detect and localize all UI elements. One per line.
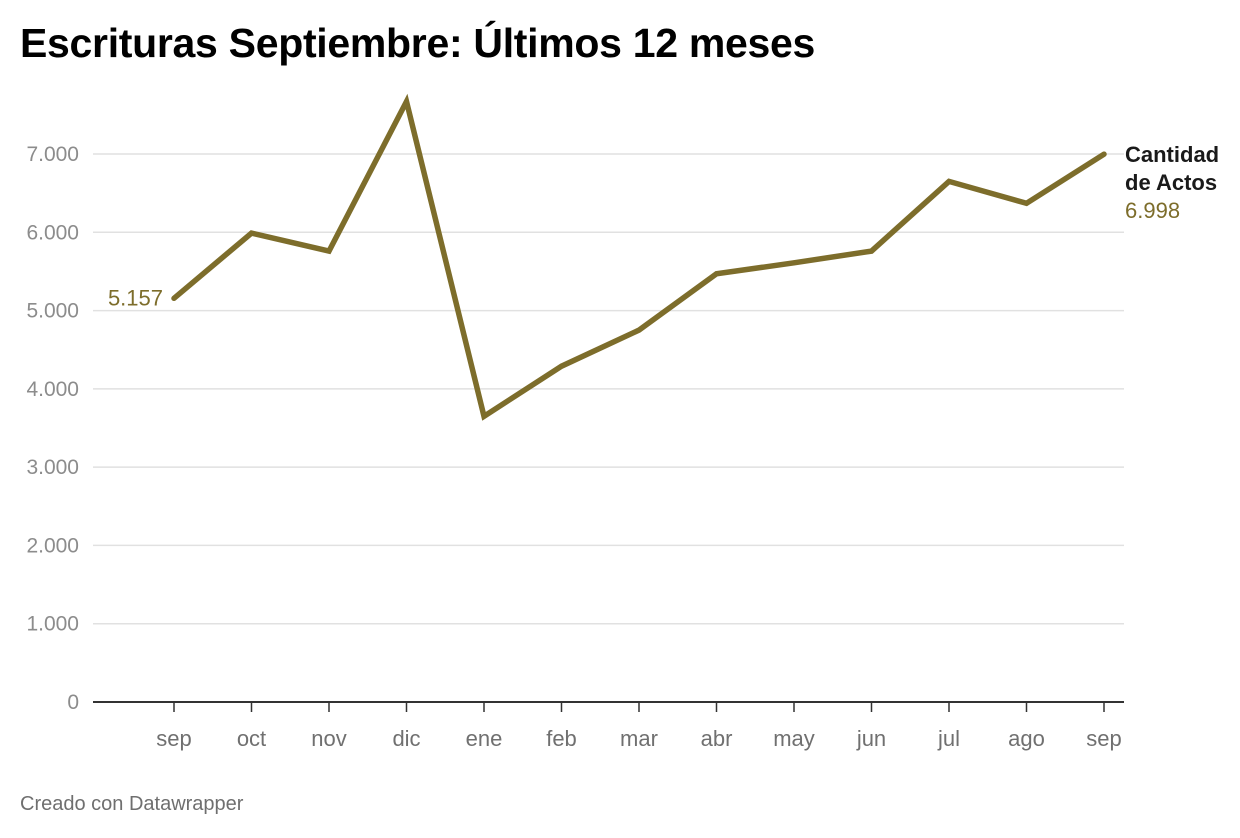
- data-point: [714, 271, 719, 277]
- y-tick-label: 4.000: [26, 378, 79, 401]
- x-tick-label: may: [773, 726, 815, 751]
- x-tick-label: dic: [392, 726, 420, 751]
- x-tick-label: abr: [701, 726, 733, 751]
- y-tick-label: 1.000: [26, 613, 79, 636]
- annotation-labels: 5.157 Cantidad de Actos 6.998: [108, 142, 1219, 310]
- x-tick-label: jun: [856, 726, 886, 751]
- x-tick-label: oct: [237, 726, 266, 751]
- data-point: [869, 248, 874, 254]
- y-tick-label: 3.000: [26, 456, 79, 479]
- data-point: [249, 230, 254, 236]
- data-point: [326, 248, 332, 254]
- series-label-line: Cantidad: [1125, 142, 1219, 167]
- data-point: [1024, 200, 1029, 206]
- data-point: [946, 178, 952, 184]
- series-line-cantidad-de-actos: [171, 93, 1107, 421]
- x-tick-label: ago: [1008, 726, 1045, 751]
- data-point: [171, 295, 177, 301]
- chart-title: Escrituras Septiembre: Últimos 12 meses: [20, 20, 815, 66]
- series-label-line: de Actos: [1125, 170, 1217, 195]
- x-axis-tick-labels: sep oct nov dic ene feb mar abr may jun jul ago sep: [156, 726, 1121, 751]
- y-tick-label: 7.000: [26, 143, 79, 166]
- y-axis-tick-labels: 0 1.000 2.000 3.000 4.000 5.000 6.000 7.000: [26, 143, 79, 714]
- y-tick-label: 5.000: [26, 300, 79, 323]
- x-tick-label: jul: [937, 726, 960, 751]
- data-point: [559, 363, 564, 369]
- x-axis: [93, 701, 1124, 712]
- x-tick-label: sep: [156, 726, 191, 751]
- data-point: [404, 99, 409, 105]
- data-point: [636, 327, 642, 333]
- footer-credit: Creado con Datawrapper: [20, 793, 244, 815]
- data-point: [791, 260, 797, 266]
- y-tick-label: 2.000: [26, 534, 79, 557]
- series-layer: [171, 93, 1107, 421]
- y-tick-label: 0: [67, 691, 79, 714]
- x-tick-label: ene: [466, 726, 503, 751]
- end-value-label: 6.998: [1125, 198, 1180, 223]
- grid-lines: [93, 153, 1124, 625]
- data-point: [481, 413, 487, 419]
- x-tick-label: mar: [620, 726, 658, 751]
- start-value-label: 5.157: [108, 285, 163, 310]
- y-tick-label: 6.000: [26, 221, 79, 244]
- x-tick-label: feb: [546, 726, 577, 751]
- data-point: [1101, 151, 1107, 157]
- x-tick-label: sep: [1086, 726, 1121, 751]
- x-tick-label: nov: [311, 726, 346, 751]
